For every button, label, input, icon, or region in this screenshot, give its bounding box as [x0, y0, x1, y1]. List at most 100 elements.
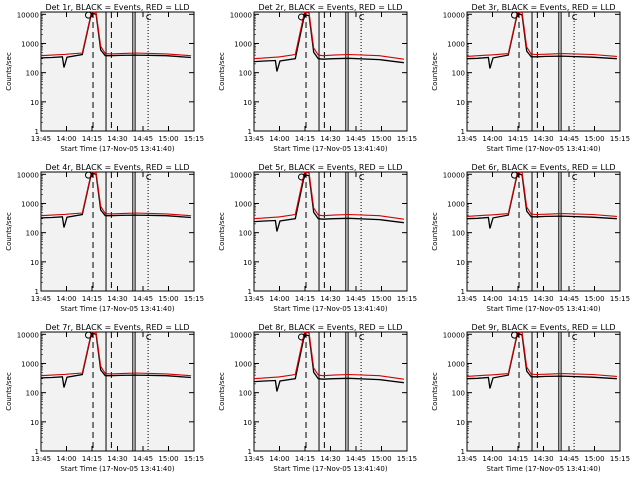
x-tick-label: 14:15	[295, 135, 315, 143]
series-line-lld	[466, 331, 617, 377]
plot-area	[466, 11, 621, 132]
x-tick-label: 15:00	[158, 135, 178, 143]
x-tick-label: 14:30	[320, 455, 340, 463]
x-tick-label: 14:00	[482, 295, 502, 303]
x-tick-label: 15:00	[371, 135, 391, 143]
x-tick-label: 14:00	[269, 135, 289, 143]
plot-area	[40, 331, 195, 452]
x-tick-label: 14:00	[269, 455, 289, 463]
y-tick-label: 100	[26, 230, 39, 238]
y-axis-label: Counts/sec	[431, 52, 439, 91]
x-tick-label: 14:45	[559, 135, 579, 143]
y-tick-label: 10000	[230, 171, 252, 179]
x-tick-label: 14:30	[533, 455, 553, 463]
y-tick-label: 10	[243, 99, 252, 107]
x-tick-label: 14:45	[133, 295, 153, 303]
x-tick-label: 13:45	[457, 455, 477, 463]
panel-title: Det 3r, BLACK = Events, RED = LLD	[471, 3, 615, 12]
x-tick-label: 15:15	[610, 135, 630, 143]
y-tick-label: 1000	[234, 40, 252, 48]
flag-label: C	[359, 333, 365, 342]
y-tick-label: 1	[35, 288, 39, 296]
x-tick-label: 15:00	[158, 295, 178, 303]
peak-marker	[297, 333, 305, 341]
y-tick-label: 10000	[17, 331, 39, 339]
panel-title: Det 8r, BLACK = Events, RED = LLD	[258, 323, 402, 332]
y-tick-label: 1	[35, 128, 39, 136]
x-tick-label: 14:30	[107, 455, 127, 463]
x-axis-label: Start Time (17-Nov-05 13:41:40)	[273, 465, 387, 473]
x-tick-label: 14:15	[508, 455, 528, 463]
x-tick-label: 13:45	[457, 135, 477, 143]
x-axis-label: Start Time (17-Nov-05 13:41:40)	[486, 465, 600, 473]
x-tick-label: 13:45	[31, 135, 51, 143]
x-tick-label: 15:15	[610, 295, 630, 303]
panel-title: Det 5r, BLACK = Events, RED = LLD	[258, 163, 402, 172]
y-tick-label: 1	[461, 448, 465, 456]
x-tick-label: 14:45	[346, 135, 366, 143]
plot-area	[40, 171, 195, 292]
x-tick-label: 14:00	[56, 295, 76, 303]
series-line-lld	[466, 171, 617, 217]
x-tick-label: 15:00	[371, 455, 391, 463]
flag-label: C	[572, 333, 578, 342]
x-axis-label: Start Time (17-Nov-05 13:41:40)	[486, 145, 600, 153]
x-axis-label: Start Time (17-Nov-05 13:41:40)	[60, 465, 174, 473]
x-tick-label: 14:45	[133, 135, 153, 143]
y-tick-label: 10	[456, 99, 465, 107]
y-tick-label: 10000	[230, 11, 252, 19]
series-line-lld	[466, 11, 617, 57]
x-tick-label: 14:45	[559, 455, 579, 463]
panel-title: Det 2r, BLACK = Events, RED = LLD	[258, 3, 402, 12]
x-axis-label: Start Time (17-Nov-05 13:41:40)	[60, 145, 174, 153]
detector-panel-4: Det 4r, BLACK = Events, RED = LLD 1 10 100 1…	[5, 163, 204, 313]
x-tick-label: 15:15	[397, 295, 417, 303]
y-tick-label: 1000	[234, 360, 252, 368]
y-tick-label: 10	[243, 419, 252, 427]
plot-area	[253, 331, 408, 452]
plot-area	[466, 331, 621, 452]
panel-title: Det 7r, BLACK = Events, RED = LLD	[45, 323, 189, 332]
detector-panel-6: Det 6r, BLACK = Events, RED = LLD 1 10 100 1…	[431, 163, 630, 313]
y-tick-label: 1	[248, 288, 252, 296]
x-tick-label: 13:45	[244, 295, 264, 303]
y-tick-label: 100	[452, 230, 465, 238]
y-tick-label: 10000	[443, 331, 465, 339]
x-tick-label: 15:15	[397, 135, 417, 143]
detector-panel-5: Det 5r, BLACK = Events, RED = LLD 1 10 100 1…	[218, 163, 417, 313]
x-tick-label: 14:00	[269, 295, 289, 303]
y-tick-label: 1000	[21, 200, 39, 208]
x-tick-label: 14:30	[107, 295, 127, 303]
y-tick-label: 100	[452, 70, 465, 78]
detector-panel-1: Det 1r, BLACK = Events, RED = LLD 1 10 100 1…	[5, 3, 204, 153]
x-axis-label: Start Time (17-Nov-05 13:41:40)	[60, 305, 174, 313]
y-tick-label: 1000	[21, 360, 39, 368]
y-tick-label: 1000	[447, 40, 465, 48]
flag-label: C	[359, 13, 365, 22]
x-tick-label: 14:15	[508, 135, 528, 143]
x-tick-label: 15:15	[184, 135, 204, 143]
x-tick-label: 14:15	[82, 295, 102, 303]
x-tick-label: 13:45	[244, 455, 264, 463]
x-tick-label: 14:00	[482, 455, 502, 463]
x-tick-label: 14:15	[82, 455, 102, 463]
y-tick-label: 1	[461, 128, 465, 136]
x-tick-label: 14:15	[295, 455, 315, 463]
detector-panel-7: Det 7r, BLACK = Events, RED = LLD 1 10 100 1…	[5, 323, 204, 473]
detector-panel-9: Det 9r, BLACK = Events, RED = LLD 1 10 100 1…	[431, 323, 630, 473]
series-line-lld	[253, 331, 404, 380]
y-tick-label: 100	[26, 390, 39, 398]
x-tick-label: 14:45	[559, 295, 579, 303]
y-axis-label: Counts/sec	[5, 52, 13, 91]
x-tick-label: 15:00	[584, 295, 604, 303]
flag-label: C	[146, 13, 152, 22]
x-tick-label: 14:00	[56, 135, 76, 143]
x-tick-label: 13:45	[31, 295, 51, 303]
flag-label: C	[359, 173, 365, 182]
peak-marker	[510, 331, 518, 339]
x-tick-label: 13:45	[457, 295, 477, 303]
x-tick-label: 13:45	[244, 135, 264, 143]
y-tick-label: 10000	[230, 331, 252, 339]
y-axis-label: Counts/sec	[218, 52, 226, 91]
